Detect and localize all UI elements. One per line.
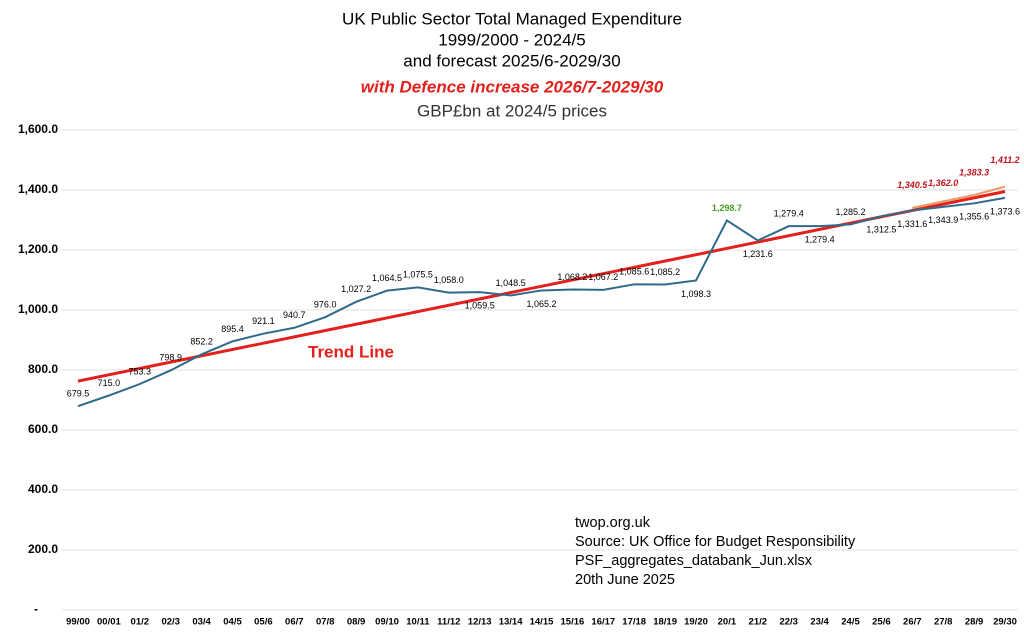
x-tick-label: 00/01 xyxy=(97,617,121,628)
value-label: 715.0 xyxy=(98,378,121,388)
trend-label: Trend Line xyxy=(308,342,394,361)
x-tick-label: 21/2 xyxy=(749,617,768,628)
x-tick-label: 99/00 xyxy=(66,617,90,628)
value-label: 1,331.6 xyxy=(897,219,927,229)
x-tick-label: 14/15 xyxy=(530,617,554,628)
value-label: 1,085.2 xyxy=(650,267,680,277)
y-tick-label: 200.0 xyxy=(28,542,58,556)
value-label: 1,279.4 xyxy=(805,235,835,245)
x-tick-label: 23/4 xyxy=(810,617,829,628)
value-label: 1,373.6 xyxy=(990,206,1020,216)
x-tick-label: 04/5 xyxy=(223,617,242,628)
value-label: 1,059.5 xyxy=(465,301,495,311)
value-label: 852.2 xyxy=(190,337,213,347)
value-label: 1,068.2 xyxy=(557,272,587,282)
x-tick-label: 13/14 xyxy=(499,617,523,628)
x-tick-label: 05/6 xyxy=(254,617,273,628)
value-label: 1,279.4 xyxy=(774,209,804,219)
value-label: 1,340.5 xyxy=(897,180,928,190)
chart-title: 1999/2000 - 2024/5 xyxy=(438,30,585,49)
x-tick-label: 07/8 xyxy=(316,617,335,628)
x-tick-label: 24/5 xyxy=(841,617,860,628)
x-tick-label: 02/3 xyxy=(161,617,180,628)
value-label: 1,343.9 xyxy=(928,215,958,225)
series-line xyxy=(77,196,1006,408)
x-tick-label: 27/8 xyxy=(934,617,953,628)
value-label: 1,298.7 xyxy=(712,203,742,213)
x-tick-label: 11/12 xyxy=(437,617,460,628)
value-label: 1,065.2 xyxy=(526,299,556,309)
value-label: 1,355.6 xyxy=(959,212,989,222)
y-tick-label: - xyxy=(34,602,38,616)
x-tick-label: 03/4 xyxy=(192,617,211,628)
x-tick-label: 22/3 xyxy=(779,617,798,628)
y-tick-label: 1,400.0 xyxy=(18,182,58,196)
value-label: 1,048.5 xyxy=(496,278,526,288)
x-tick-label: 10/11 xyxy=(406,617,430,628)
x-tick-label: 06/7 xyxy=(285,617,304,628)
value-label: 1,231.6 xyxy=(743,249,773,259)
source-text: 20th June 2025 xyxy=(575,572,675,588)
value-label: 1,027.2 xyxy=(341,284,371,294)
trend-line xyxy=(77,190,1006,383)
x-tick-label: 18/19 xyxy=(653,617,677,628)
series-line xyxy=(912,185,1006,209)
source-text: Source: UK Office for Budget Responsibil… xyxy=(575,534,856,550)
x-tick-label: 20/1 xyxy=(718,617,737,628)
y-tick-label: 1,600.0 xyxy=(18,122,58,136)
value-label: 1,067.2 xyxy=(588,272,618,282)
x-tick-label: 26/7 xyxy=(903,617,922,628)
value-label: 1,362.0 xyxy=(928,178,958,188)
value-label: 1,085.6 xyxy=(619,267,649,277)
value-label: 1,411.2 xyxy=(990,155,1019,165)
value-label: 1,064.5 xyxy=(372,273,402,283)
value-label: 1,285.2 xyxy=(835,207,865,217)
value-label: 1,075.5 xyxy=(403,270,433,280)
value-label: 798.9 xyxy=(159,353,182,363)
value-label: 940.7 xyxy=(283,310,306,320)
x-tick-label: 17/18 xyxy=(622,617,646,628)
y-tick-label: 800.0 xyxy=(28,362,58,376)
source-text: PSF_aggregates_databank_Jun.xlsx xyxy=(575,553,813,569)
x-tick-label: 09/10 xyxy=(375,617,399,628)
x-tick-label: 16/17 xyxy=(591,617,615,628)
x-tick-label: 28/9 xyxy=(965,617,984,628)
y-tick-label: 600.0 xyxy=(28,422,58,436)
y-tick-label: 400.0 xyxy=(28,482,58,496)
value-label: 976.0 xyxy=(314,300,337,310)
value-label: 753.3 xyxy=(129,366,152,376)
value-label: 679.5 xyxy=(67,389,90,399)
y-tick-label: 1,200.0 xyxy=(18,242,58,256)
value-label: 1,058.0 xyxy=(434,275,464,285)
chart-title: and forecast 2025/6-2029/30 xyxy=(403,51,620,70)
chart-title: with Defence increase 2026/7-2029/30 xyxy=(361,77,664,96)
chart-title: UK Public Sector Total Managed Expenditu… xyxy=(342,9,682,28)
chart-title: GBP£bn at 2024/5 prices xyxy=(417,101,607,120)
y-tick-label: 1,000.0 xyxy=(18,302,58,316)
x-tick-label: 29/30 xyxy=(993,617,1017,628)
x-tick-label: 25/6 xyxy=(872,617,891,628)
x-tick-label: 15/16 xyxy=(561,617,585,628)
x-tick-label: 12/13 xyxy=(468,617,492,628)
value-label: 1,383.3 xyxy=(959,167,989,177)
value-label: 1,098.3 xyxy=(681,289,711,299)
x-tick-label: 08/9 xyxy=(347,617,366,628)
x-tick-label: 01/2 xyxy=(131,617,150,628)
source-text: twop.org.uk xyxy=(575,515,651,531)
x-tick-label: 19/20 xyxy=(684,617,708,628)
value-label: 895.4 xyxy=(221,324,244,334)
value-label: 1,312.5 xyxy=(866,225,896,235)
value-label: 921.1 xyxy=(252,316,275,326)
